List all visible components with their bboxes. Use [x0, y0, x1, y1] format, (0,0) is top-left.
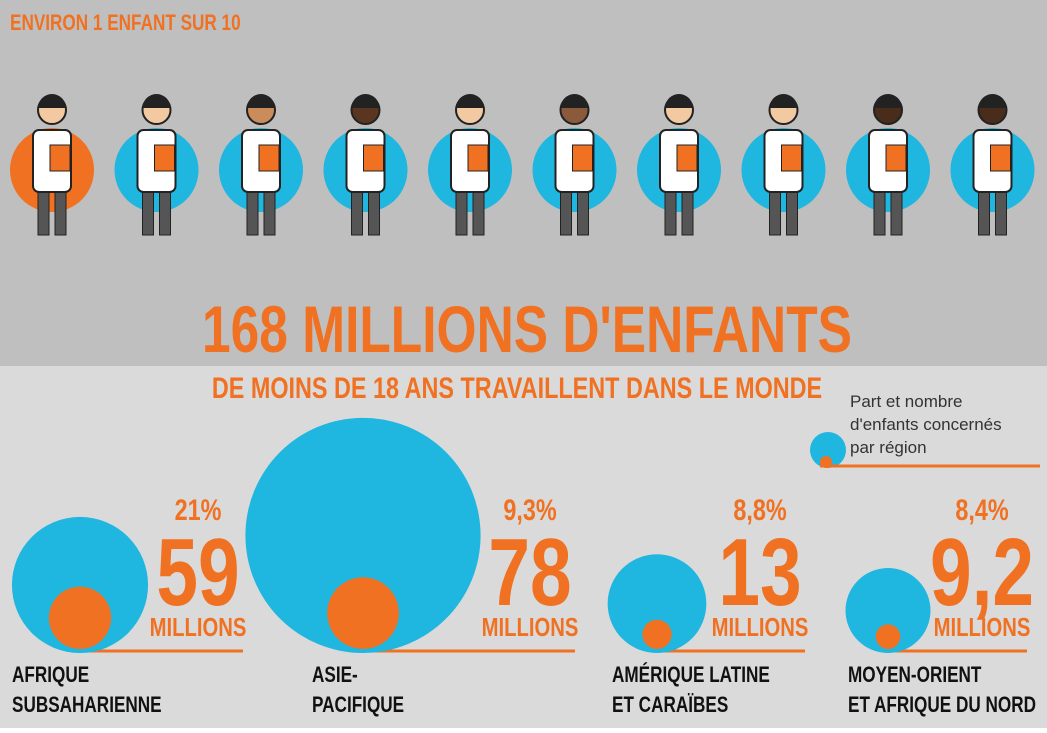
figure-book — [155, 145, 175, 171]
figure-leg — [247, 190, 258, 235]
figure-book — [364, 145, 384, 171]
legend-text: Part et nombre — [850, 392, 962, 411]
region-children-circle — [49, 587, 111, 649]
page: {"header": {"tagline": "ENVIRON 1 ENFANT… — [0, 0, 1047, 728]
figure-leg — [38, 190, 49, 235]
region-name: SUBSAHARIENNE — [12, 693, 162, 718]
figure-leg — [770, 190, 781, 235]
figure-leg — [996, 190, 1007, 235]
figure-book — [259, 145, 279, 171]
figure-book — [677, 145, 697, 171]
unit: MILLIONS — [482, 613, 579, 642]
infographic: ENVIRON 1 ENFANT SUR 10 168 MILLIONS D'E… — [0, 0, 1047, 728]
subheadline: DE MOINS DE 18 ANS TRAVAILLENT DANS LE M… — [212, 371, 822, 404]
figure-book — [468, 145, 488, 171]
region-children-circle — [876, 624, 901, 649]
unit: MILLIONS — [150, 613, 247, 642]
figure-book — [991, 145, 1011, 171]
figure-leg — [160, 190, 171, 235]
figure-book — [782, 145, 802, 171]
figure-leg — [891, 190, 902, 235]
unit: MILLIONS — [712, 613, 809, 642]
figure-leg — [682, 190, 693, 235]
region-name: PACIFIQUE — [312, 693, 404, 718]
children-number: 13 — [718, 519, 801, 626]
legend-text: par région — [850, 438, 927, 457]
figure-book — [886, 145, 906, 171]
figure-leg — [561, 190, 572, 235]
figure-leg — [456, 190, 467, 235]
figure-leg — [473, 190, 484, 235]
figure-leg — [55, 190, 66, 235]
unit: MILLIONS — [934, 613, 1031, 642]
legend-text: d'enfants concernés — [850, 415, 1002, 434]
region-children-circle — [327, 577, 399, 649]
region-name: ET AFRIQUE DU NORD — [848, 693, 1036, 718]
figure-leg — [578, 190, 589, 235]
headline: 168 MILLIONS D'ENFANTS — [202, 292, 852, 367]
region-name: MOYEN-ORIENT — [848, 663, 981, 688]
figure-leg — [264, 190, 275, 235]
children-number: 78 — [488, 519, 571, 626]
figure-leg — [143, 190, 154, 235]
figure-book — [50, 145, 70, 171]
tagline: ENVIRON 1 ENFANT SUR 10 — [10, 11, 241, 36]
region-children-circle — [642, 620, 671, 649]
figure-leg — [874, 190, 885, 235]
region-name: AMÉRIQUE LATINE — [612, 662, 770, 688]
region-name: AFRIQUE — [12, 663, 89, 688]
figure-leg — [787, 190, 798, 235]
region-name: ET CARAÏBES — [612, 692, 728, 718]
region-name: ASIE- — [312, 663, 358, 688]
children-number: 59 — [156, 519, 239, 626]
figure-leg — [665, 190, 676, 235]
children-number: 9,2 — [930, 519, 1034, 626]
figure-book — [573, 145, 593, 171]
figure-leg — [369, 190, 380, 235]
figure-leg — [352, 190, 363, 235]
figure-leg — [979, 190, 990, 235]
